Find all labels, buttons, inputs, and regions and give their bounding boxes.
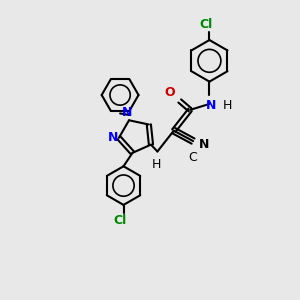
Text: N: N bbox=[206, 99, 216, 112]
Text: N: N bbox=[108, 131, 119, 144]
Text: H: H bbox=[223, 99, 232, 112]
Text: Cl: Cl bbox=[199, 18, 212, 31]
Text: Cl: Cl bbox=[113, 214, 127, 227]
Text: H: H bbox=[151, 158, 160, 171]
Text: N: N bbox=[198, 138, 209, 151]
Text: N: N bbox=[122, 106, 132, 119]
Text: O: O bbox=[165, 86, 175, 100]
Text: C: C bbox=[189, 152, 197, 164]
